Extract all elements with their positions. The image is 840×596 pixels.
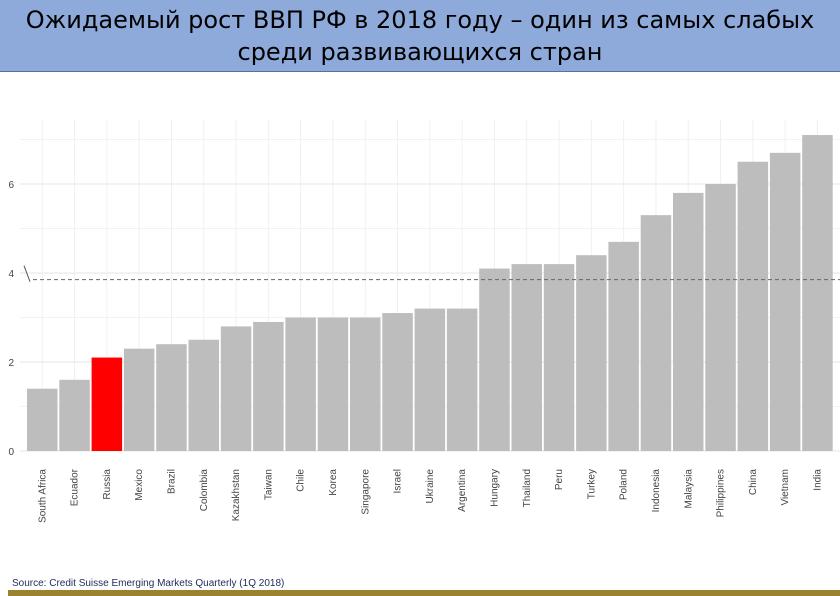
- title-line-2: среди развивающихся стран: [237, 38, 603, 66]
- bar-ukraine: [414, 308, 446, 451]
- bar-argentina: [446, 308, 478, 451]
- chart-title-banner: Ожидаемый рост ВВП РФ в 2018 году – один…: [0, 0, 840, 72]
- x-tick-label: Turkey: [586, 469, 597, 499]
- x-tick-label: India: [812, 469, 823, 491]
- bar-poland: [608, 241, 639, 451]
- bar-india: [802, 135, 833, 452]
- x-tick-label: Indonesia: [651, 469, 662, 513]
- bar-korea: [317, 317, 349, 451]
- y-tick-label: 0: [8, 447, 14, 458]
- bar-philippines: [705, 184, 736, 451]
- x-tick-label: Korea: [328, 469, 339, 496]
- x-tick-label: Argentina: [457, 469, 468, 512]
- bar-peru: [543, 264, 575, 451]
- bar-turkey: [576, 255, 607, 451]
- reference-line-marker: [23, 265, 31, 282]
- bar-taiwan: [253, 321, 284, 451]
- y-tick-label: 4: [8, 269, 14, 280]
- x-tick-label: Singapore: [360, 469, 371, 515]
- bar-kazakhstan: [220, 326, 252, 451]
- x-tick-label: Mexico: [134, 469, 145, 501]
- x-tick-label: Ukraine: [425, 469, 436, 504]
- bar-colombia: [188, 339, 219, 451]
- bar-indonesia: [640, 215, 672, 451]
- footer-bar: [8, 590, 840, 596]
- bar-israel: [382, 313, 413, 451]
- x-tick-label: South Africa: [37, 469, 48, 523]
- x-tick-label: Colombia: [199, 469, 210, 512]
- bar-vietnam: [769, 152, 801, 451]
- bar-mexico: [123, 348, 155, 451]
- x-tick-label: Hungary: [489, 469, 500, 507]
- bar-ecuador: [59, 379, 90, 451]
- source-note: Source: Credit Suisse Emerging Markets Q…: [12, 578, 285, 589]
- y-tick-label: 6: [8, 180, 14, 191]
- x-tick-label: Brazil: [166, 469, 177, 494]
- x-tick-label: Thailand: [522, 469, 533, 507]
- bar-chart: 0 2 4 6 South Africa Ecuador Russia Mexico Brazi…: [8, 120, 840, 523]
- bar-thailand: [511, 264, 542, 451]
- x-tick-label: Vietnam: [780, 469, 791, 506]
- title-line-1: Ожидаемый рост ВВП РФ в 2018 году – один…: [25, 6, 815, 34]
- bar-south-africa: [27, 388, 58, 451]
- x-tick-label: Russia: [102, 469, 113, 500]
- x-tick-label: Peru: [554, 469, 565, 490]
- x-tick-label: Malaysia: [683, 469, 694, 509]
- y-tick-label: 2: [8, 358, 14, 369]
- bar-russia: [91, 357, 123, 451]
- x-tick-label: Chile: [296, 469, 307, 492]
- x-tick-label: Taiwan: [263, 469, 274, 500]
- x-tick-label: China: [748, 469, 759, 496]
- x-tick-label: Ecuador: [70, 468, 81, 506]
- bar-singapore: [350, 317, 381, 451]
- x-tick-label: Kazakhstan: [231, 469, 242, 521]
- bar-china: [737, 161, 769, 451]
- bar-hungary: [479, 268, 510, 451]
- x-tick-label: Philippines: [716, 469, 727, 517]
- bar-malaysia: [673, 192, 704, 451]
- x-tick-label: Poland: [619, 469, 630, 500]
- bar-chile: [285, 317, 316, 451]
- x-tick-label: Israel: [393, 469, 404, 493]
- bar-brazil: [156, 344, 187, 451]
